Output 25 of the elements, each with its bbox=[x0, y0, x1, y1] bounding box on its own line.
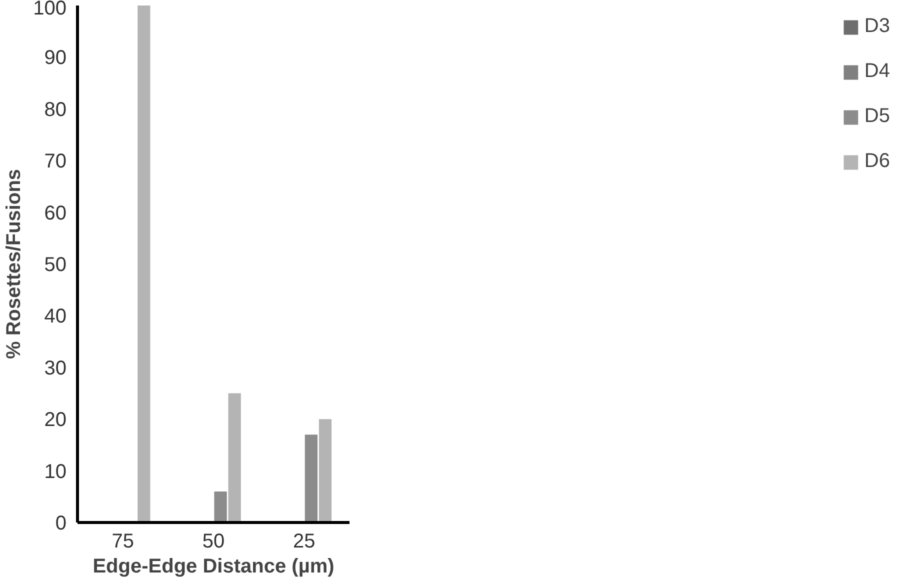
y-tick-label: 10 bbox=[44, 460, 67, 483]
legend-label: D4 bbox=[864, 60, 890, 83]
bar bbox=[304, 434, 318, 522]
legend-label: D5 bbox=[864, 105, 890, 128]
y-tick-label: 30 bbox=[44, 357, 67, 380]
y-tick-label: 80 bbox=[44, 98, 67, 121]
y-tick-label: 20 bbox=[44, 409, 67, 432]
y-tick-label: 50 bbox=[44, 254, 67, 276]
y-tick-label: 40 bbox=[44, 306, 67, 328]
y-tick-label: 60 bbox=[44, 202, 67, 224]
y-tick-label: 90 bbox=[44, 47, 67, 70]
bar bbox=[138, 6, 150, 522]
bar bbox=[214, 491, 227, 522]
bar bbox=[318, 419, 332, 522]
y-axis-title: % Rosettes/Fusions bbox=[3, 168, 26, 360]
bar bbox=[228, 393, 241, 522]
x-tick-label: 50 bbox=[202, 530, 225, 552]
legend-label: D3 bbox=[864, 15, 890, 38]
x-axis-title: Edge-Edge Distance (µm) bbox=[92, 556, 334, 578]
legend-label: D6 bbox=[864, 150, 890, 173]
x-tick-label: 75 bbox=[112, 530, 134, 552]
y-tick-label: 100 bbox=[33, 0, 67, 20]
x-tick-label: 25 bbox=[293, 530, 316, 552]
y-tick-label: 0 bbox=[55, 512, 66, 534]
y-tick-label: 70 bbox=[44, 150, 67, 173]
